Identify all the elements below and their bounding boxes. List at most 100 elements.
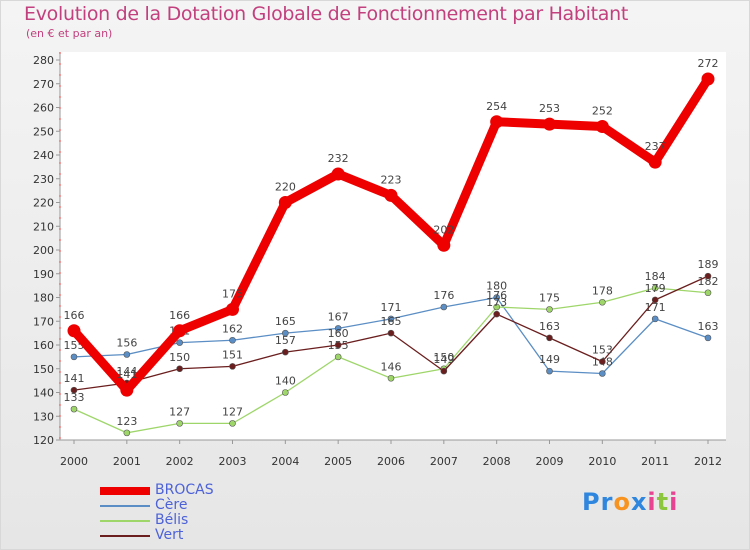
data-label-brocas: 237 [645, 140, 666, 153]
data-point-belis [334, 353, 342, 361]
chart-title: Evolution de la Dotation Globale de Fonc… [24, 3, 629, 25]
proxiti-logo: Proxiti [582, 488, 678, 516]
x-tick-label: 2003 [219, 455, 247, 468]
data-point-cere [282, 329, 289, 337]
data-label-belis: 175 [539, 291, 560, 304]
data-point-vert [440, 367, 448, 375]
data-point-belis [70, 405, 78, 413]
logo-letter: x [630, 488, 648, 516]
data-label-belis: 150 [433, 351, 454, 364]
data-label-belis: 140 [275, 375, 296, 388]
data-label-brocas: 252 [592, 105, 613, 118]
data-point-brocas [278, 196, 292, 209]
data-label-belis: 133 [64, 391, 85, 404]
data-point-vert [282, 348, 289, 356]
chart-subtitle: (en € et par an) [26, 27, 113, 40]
y-tick-label: 270 [33, 78, 54, 91]
data-point-cere [387, 315, 395, 323]
data-label-vert: 157 [275, 334, 296, 347]
data-point-belis [599, 298, 606, 306]
y-tick-label: 150 [33, 363, 54, 376]
data-point-belis [704, 289, 712, 297]
data-label-vert: 189 [698, 258, 719, 271]
y-tick-label: 170 [33, 315, 54, 328]
data-label-cere: 176 [433, 289, 454, 302]
legend-label: BROCAS [155, 482, 214, 498]
data-point-brocas [648, 155, 662, 169]
x-tick-label: 2012 [694, 455, 722, 468]
data-label-cere: 162 [222, 322, 243, 335]
data-point-cere [704, 334, 712, 342]
x-tick-label: 2005 [324, 455, 352, 468]
x-tick-label: 2011 [641, 455, 669, 468]
data-label-brocas: 166 [169, 309, 190, 322]
data-point-vert [704, 272, 712, 280]
y-tick-label: 250 [33, 125, 54, 138]
y-tick-label: 220 [33, 197, 54, 210]
x-tick-label: 2009 [536, 455, 564, 468]
data-point-cere [651, 315, 659, 323]
data-point-brocas [120, 383, 134, 397]
data-label-belis: 184 [645, 270, 666, 283]
logo-letter: r [600, 488, 614, 516]
data-label-cere: 149 [539, 353, 560, 366]
data-point-cere [599, 370, 606, 377]
data-point-brocas [331, 167, 345, 181]
data-point-brocas [226, 302, 239, 316]
data-point-vert [546, 334, 553, 342]
data-label-vert: 151 [222, 348, 243, 361]
x-tick-label: 2002 [166, 455, 194, 468]
x-tick-label: 2006 [377, 455, 405, 468]
y-tick-label: 190 [33, 268, 54, 281]
data-label-belis: 146 [381, 360, 402, 373]
data-label-vert: 150 [169, 351, 190, 364]
y-tick-label: 240 [33, 149, 54, 162]
data-point-brocas [173, 324, 187, 338]
data-point-vert [651, 296, 659, 304]
data-point-belis [229, 420, 236, 427]
data-point-vert [387, 329, 395, 337]
data-point-cere [176, 339, 183, 346]
data-label-cere: 180 [486, 280, 507, 293]
y-tick-label: 280 [33, 54, 54, 67]
logo-letter: o [613, 488, 631, 516]
data-label-vert: 160 [328, 327, 349, 340]
data-label-brocas: 175 [222, 287, 243, 300]
data-point-cere [440, 303, 448, 311]
data-label-belis: 127 [169, 405, 190, 418]
data-point-belis [176, 420, 183, 427]
y-tick-label: 140 [33, 387, 54, 400]
y-tick-label: 130 [33, 410, 54, 423]
data-label-brocas: 254 [486, 100, 507, 113]
logo-letter: P [582, 488, 601, 516]
data-point-cere [493, 294, 500, 301]
x-tick-label: 2001 [113, 455, 141, 468]
y-tick-label: 160 [33, 339, 54, 352]
x-tick-label: 2007 [430, 455, 458, 468]
data-point-brocas [701, 72, 715, 86]
legend-swatch [100, 487, 150, 495]
data-label-vert: 173 [486, 296, 507, 309]
data-point-brocas [490, 115, 504, 129]
data-point-brocas [67, 324, 81, 338]
logo-letter: i [669, 488, 679, 516]
data-point-belis [546, 306, 553, 313]
data-point-belis [123, 429, 131, 437]
y-tick-label: 180 [33, 292, 54, 305]
x-tick-label: 2008 [483, 455, 511, 468]
y-tick-label: 200 [33, 244, 54, 257]
data-label-vert: 179 [645, 282, 666, 295]
data-label-cere: 156 [116, 337, 137, 350]
legend-label: Bélis [155, 512, 189, 528]
y-tick-label: 230 [33, 173, 54, 186]
data-point-cere [334, 325, 342, 332]
data-point-brocas [437, 238, 451, 252]
data-label-vert: 163 [539, 320, 560, 333]
data-label-brocas: 232 [328, 152, 349, 165]
data-point-brocas [543, 117, 556, 131]
legend-swatch [100, 535, 150, 537]
data-label-belis: 127 [222, 405, 243, 418]
data-point-cere [70, 353, 78, 361]
data-point-cere [123, 351, 131, 358]
